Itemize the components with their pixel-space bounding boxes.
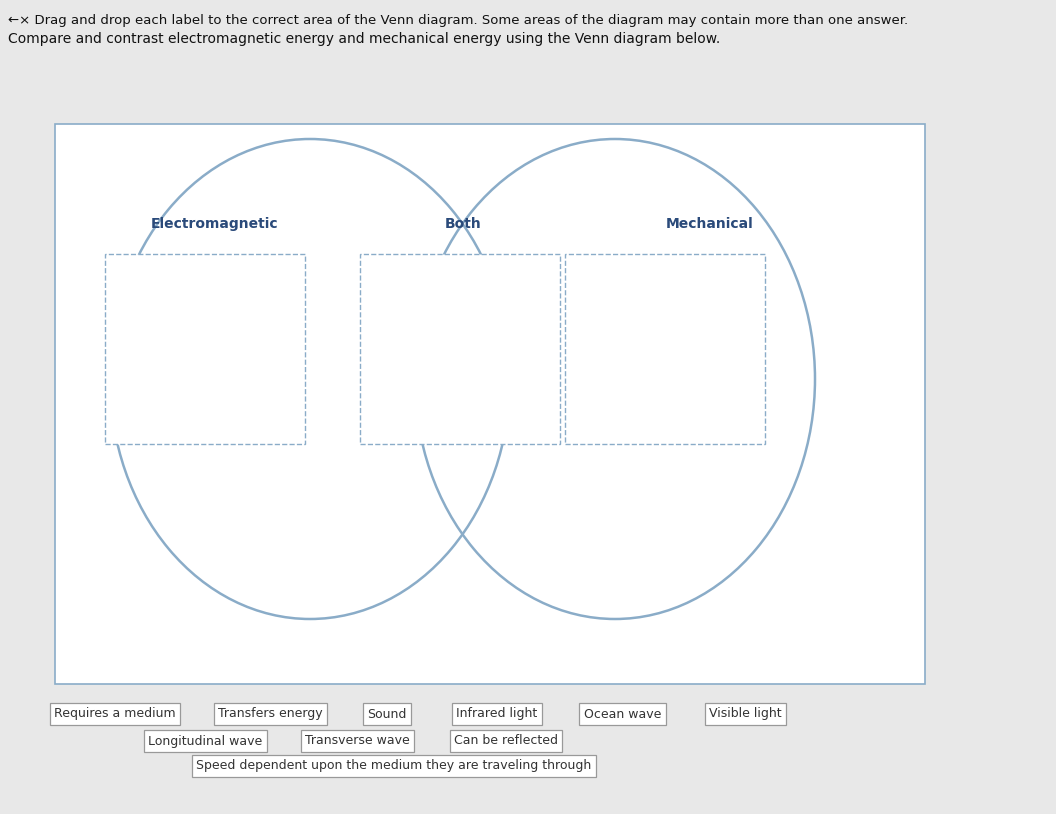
Text: Both: Both <box>445 217 482 231</box>
Text: Mechanical: Mechanical <box>666 217 754 231</box>
FancyBboxPatch shape <box>565 254 765 444</box>
Text: Transfers energy: Transfers energy <box>219 707 323 720</box>
Text: Requires a medium: Requires a medium <box>55 707 176 720</box>
Text: Transverse wave: Transverse wave <box>305 734 410 747</box>
Text: Longitudinal wave: Longitudinal wave <box>148 734 262 747</box>
Text: ←× Drag and drop each label to the correct area of the Venn diagram. Some areas : ←× Drag and drop each label to the corre… <box>8 14 908 27</box>
Text: Visible light: Visible light <box>709 707 781 720</box>
FancyBboxPatch shape <box>55 124 925 684</box>
FancyBboxPatch shape <box>360 254 560 444</box>
Text: Can be reflected: Can be reflected <box>454 734 558 747</box>
Text: Electromagnetic: Electromagnetic <box>151 217 279 231</box>
FancyBboxPatch shape <box>105 254 305 444</box>
Text: Infrared light: Infrared light <box>456 707 538 720</box>
Text: Sound: Sound <box>367 707 407 720</box>
Text: Compare and contrast electromagnetic energy and mechanical energy using the Venn: Compare and contrast electromagnetic ene… <box>8 32 720 46</box>
Text: Ocean wave: Ocean wave <box>584 707 661 720</box>
Text: Speed dependent upon the medium they are traveling through: Speed dependent upon the medium they are… <box>195 759 591 772</box>
